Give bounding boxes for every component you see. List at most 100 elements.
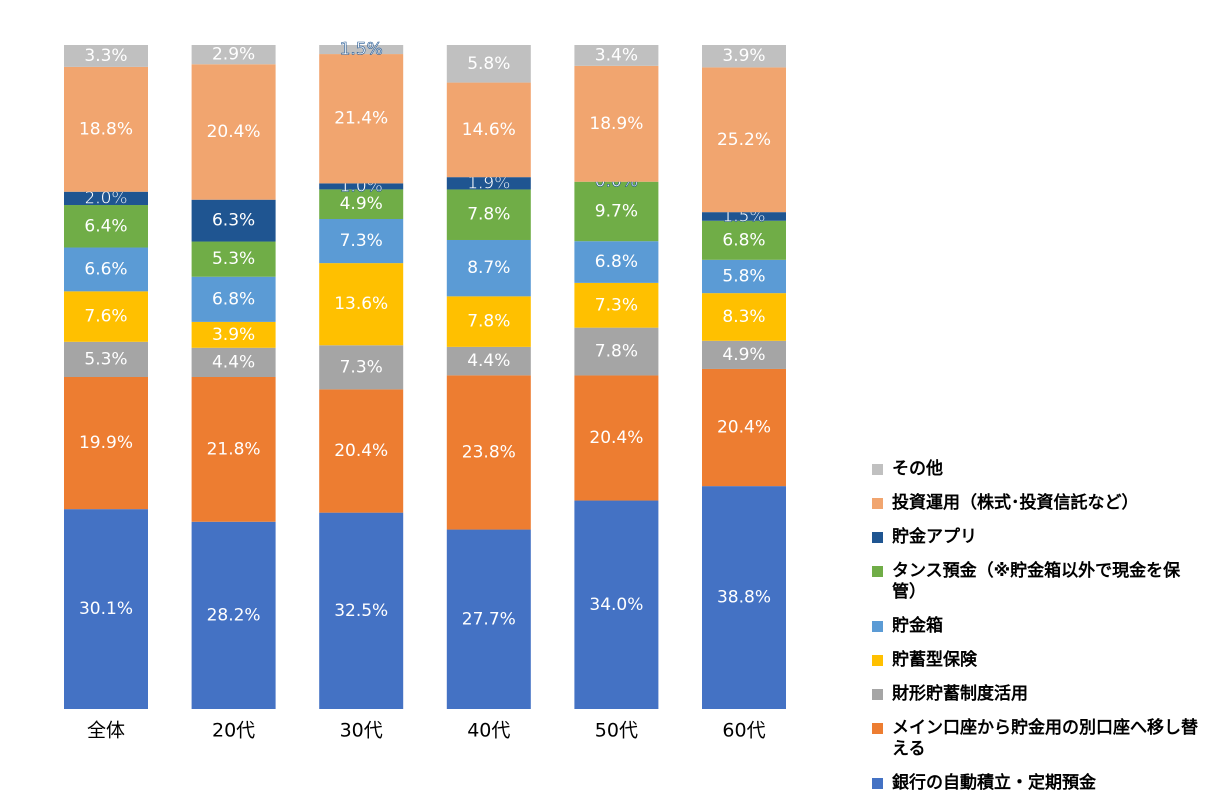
value-label: 6.8%	[212, 289, 255, 309]
legend-swatch	[872, 498, 883, 509]
value-label: 30.1%	[79, 599, 133, 619]
bar-segment	[319, 54, 404, 184]
x-tick-label: 40代	[467, 720, 510, 742]
bar-segment	[319, 189, 404, 220]
bar-segment	[574, 500, 659, 709]
bar-segment	[574, 327, 659, 376]
value-label: 2.0%	[84, 188, 127, 208]
x-tick-label: 30代	[340, 720, 383, 742]
value-label: 4.4%	[212, 352, 255, 372]
legend-swatch	[872, 689, 883, 700]
bar-segment	[446, 45, 531, 83]
bar-segment	[191, 241, 276, 277]
bar-segment	[702, 340, 786, 369]
value-label: 20.4%	[207, 122, 261, 142]
value-label: 4.4%	[467, 351, 510, 371]
value-label: 13.6%	[334, 294, 388, 314]
legend-item: その他	[872, 459, 1202, 480]
bar-segment	[319, 263, 404, 346]
legend-label: 投資運用（株式･投資信託など）	[892, 493, 1139, 513]
bar-segment	[702, 212, 786, 221]
bar-segment	[64, 341, 148, 377]
value-label: 23.8%	[462, 442, 516, 462]
legend-swatch	[872, 566, 883, 577]
value-label: 7.6%	[84, 307, 127, 327]
value-label: 27.7%	[462, 609, 516, 629]
bar-segment	[702, 293, 786, 341]
legend: その他 投資運用（株式･投資信託など） 貯金アプリ タンス預金（※貯金箱以外で現金を保…	[872, 459, 1202, 807]
bar-segment	[64, 45, 148, 67]
value-label: 38.8%	[717, 588, 771, 608]
value-label: 2.9%	[212, 45, 255, 65]
value-label: 3.4%	[595, 45, 638, 65]
value-label: 7.3%	[340, 231, 383, 251]
bar-segment	[191, 199, 276, 242]
value-label: 6.8%	[722, 230, 765, 250]
legend-item: 貯蓄型保険	[872, 650, 1202, 671]
bar-segment	[64, 191, 148, 206]
bar-segment	[702, 45, 786, 68]
value-label: 20.4%	[717, 418, 771, 438]
legend-swatch	[872, 464, 883, 475]
legend-item: 投資運用（株式･投資信託など）	[872, 493, 1202, 514]
value-label: 4.9%	[722, 345, 765, 365]
bar-segment	[702, 368, 786, 487]
bar-segment	[64, 509, 148, 709]
bar-segment	[319, 45, 404, 55]
value-label: 19.9%	[79, 433, 133, 453]
legend-item: 貯金箱	[872, 616, 1202, 637]
x-tick-label: 50代	[595, 720, 638, 742]
value-label: 7.3%	[595, 295, 638, 315]
legend-label: 貯蓄型保険	[892, 650, 977, 670]
bar-segment	[319, 389, 404, 513]
value-label: 6.3%	[212, 211, 255, 231]
bar-segment	[191, 321, 276, 348]
legend-label: 貯金アプリ	[892, 527, 977, 547]
bar-segment	[191, 45, 276, 65]
bar-segment	[191, 64, 276, 200]
value-label: 1.5%	[340, 40, 383, 60]
x-tick-label: 20代	[212, 720, 255, 742]
legend-swatch	[872, 621, 883, 632]
value-label: 25.2%	[717, 130, 771, 150]
page: {"chart_data": {"type": "bar", "stacked"…	[64, 39, 1198, 793]
value-label: 5.3%	[84, 349, 127, 369]
legend-swatch	[872, 532, 883, 543]
bar-segment	[702, 67, 786, 213]
bar-segment	[64, 291, 148, 342]
legend-label: 財形貯蓄制度活用	[892, 684, 1028, 704]
bar-segment	[446, 177, 531, 190]
value-label: 18.8%	[79, 119, 133, 139]
value-label: 21.4%	[334, 109, 388, 129]
value-label: 7.8%	[467, 205, 510, 225]
bar-segment	[702, 220, 786, 260]
bar-segment	[446, 346, 531, 376]
value-label: 28.2%	[207, 605, 261, 625]
value-label: 8.3%	[722, 307, 765, 327]
bar-segment	[64, 247, 148, 292]
legend-item: メイン口座から貯金用の別口座へ移し替える	[872, 718, 1202, 760]
bar-segment	[64, 66, 148, 192]
value-label: 18.9%	[589, 114, 643, 134]
value-label: 8.7%	[467, 258, 510, 278]
bar-segment	[702, 486, 786, 709]
bar-segment	[64, 205, 148, 248]
bar-segment	[191, 276, 276, 322]
value-label: 3.9%	[212, 325, 255, 345]
bar-segment	[191, 521, 276, 709]
bar-segment	[574, 375, 659, 501]
value-label: 6.4%	[84, 216, 127, 236]
bar-segment	[446, 189, 531, 240]
bar-segment	[191, 347, 276, 377]
bar-segment	[446, 239, 531, 297]
bar-segment	[702, 259, 786, 294]
bar-segment	[319, 183, 404, 190]
bar-segment	[574, 282, 659, 328]
legend-label: 貯金箱	[892, 616, 943, 636]
bar-segment	[319, 512, 404, 709]
bar-segment	[574, 65, 659, 182]
value-label: 21.8%	[207, 439, 261, 459]
legend-label: その他	[892, 459, 943, 479]
value-label: 20.4%	[589, 428, 643, 448]
value-label: 32.5%	[334, 601, 388, 621]
